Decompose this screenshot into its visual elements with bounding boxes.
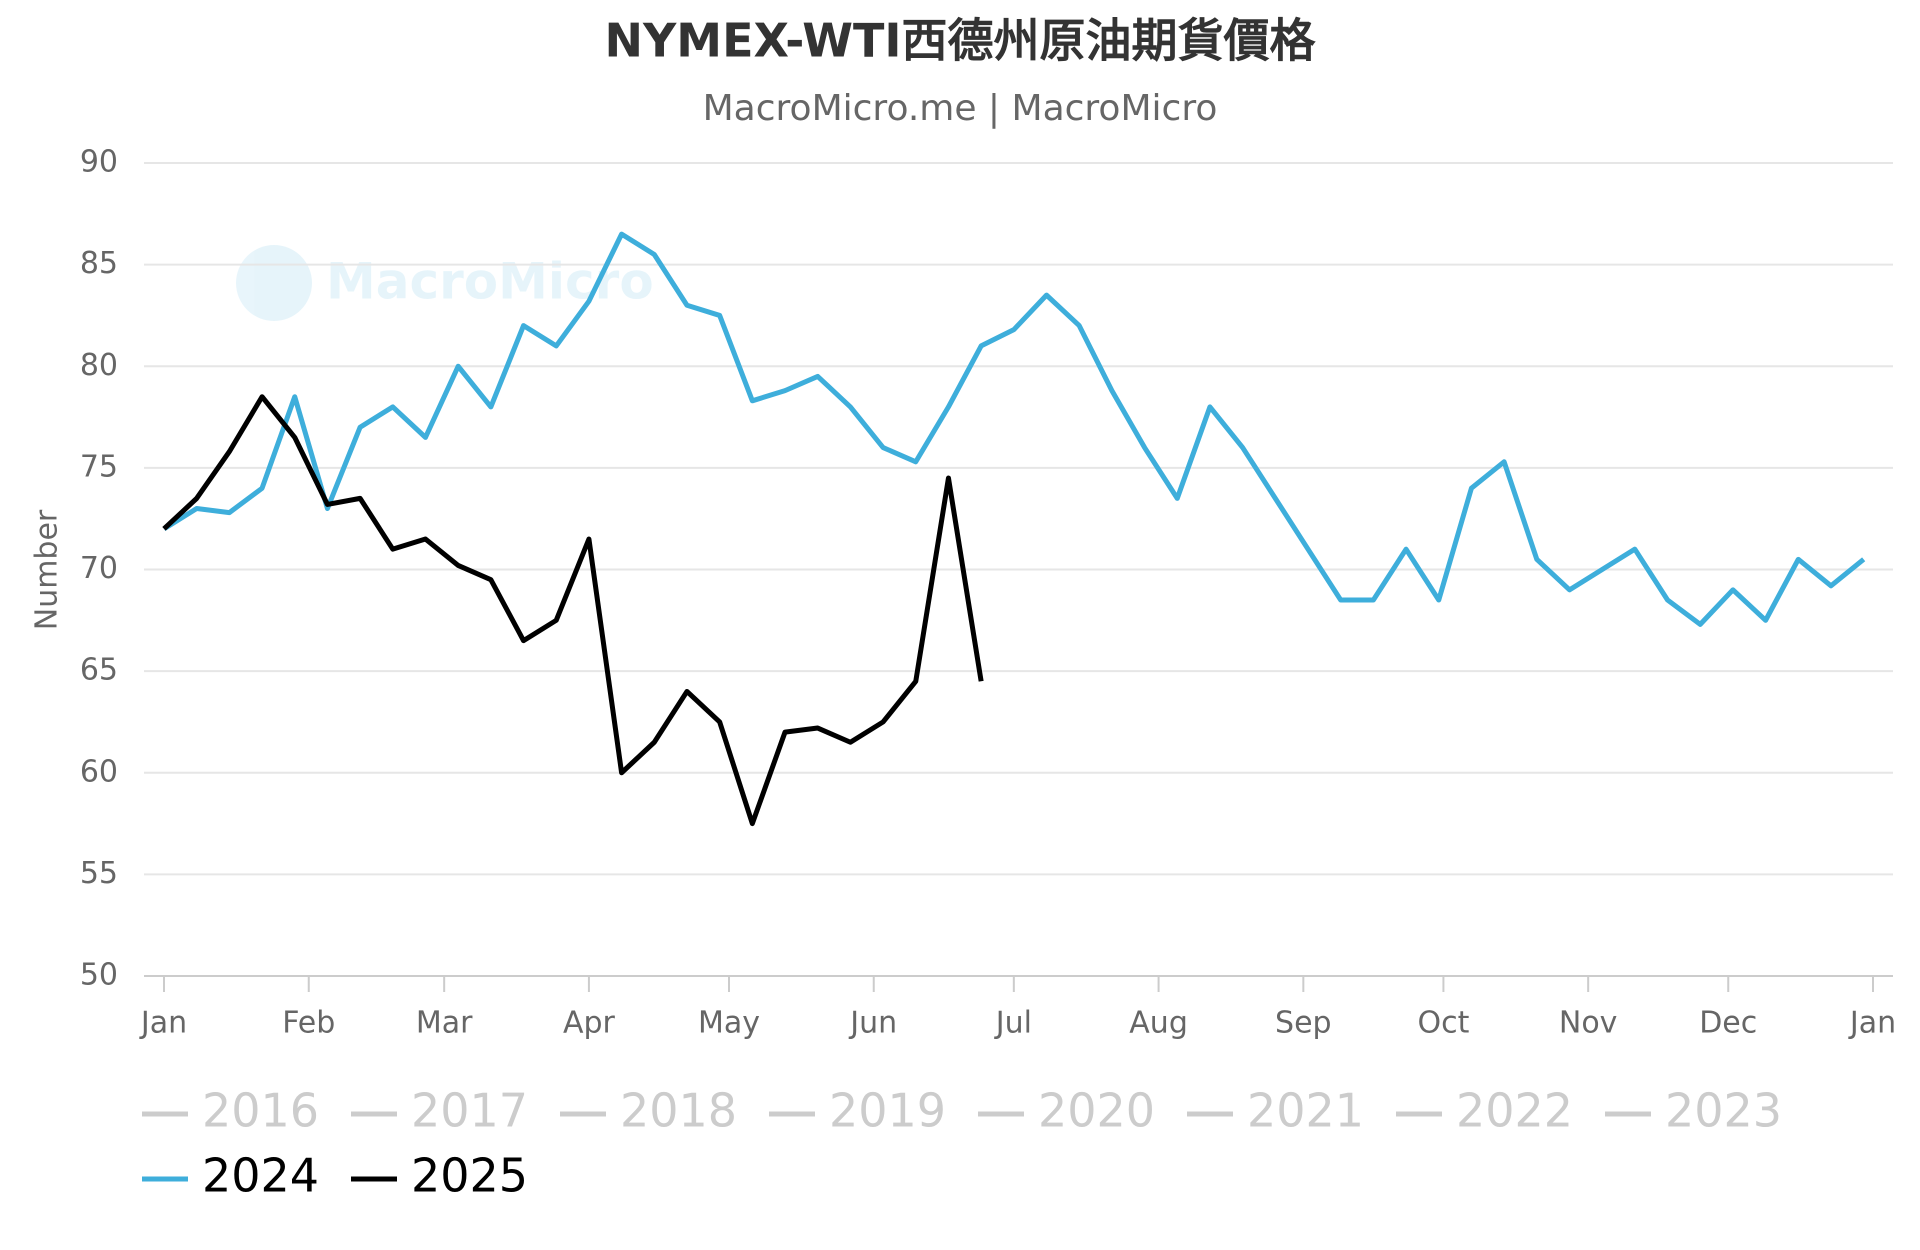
y-tick-label: 60: [80, 754, 118, 789]
series-line: [162, 394, 984, 827]
legend-label: 2023: [1665, 1084, 1782, 1138]
y-tick-label: 55: [80, 856, 118, 891]
x-tick-label: Feb: [282, 1006, 335, 1041]
x-tick-label: Nov: [1559, 1006, 1618, 1041]
legend-label: 2025: [411, 1149, 528, 1203]
y-tick-label: 80: [80, 348, 118, 383]
x-tick-label: Apr: [563, 1006, 616, 1041]
y-tick-label: 85: [80, 246, 118, 281]
x-tick-label: Jan: [1848, 1006, 1896, 1041]
legend-label: 2024: [202, 1149, 319, 1203]
watermark: MacroMicro: [236, 245, 654, 321]
x-tick-label: Oct: [1417, 1006, 1469, 1041]
legend-label: 2022: [1456, 1084, 1573, 1138]
x-tick-label: Mar: [416, 1006, 473, 1041]
watermark-logo: [236, 245, 312, 321]
y-tick-label: 90: [80, 145, 118, 180]
y-axis-label: Number: [30, 509, 65, 630]
y-tick-label: 65: [80, 653, 118, 688]
chart-subtitle: MacroMicro.me | MacroMicro: [703, 88, 1218, 129]
legend-label: 2018: [620, 1084, 737, 1138]
y-tick-label: 75: [80, 449, 118, 484]
legend-label: 2021: [1247, 1084, 1364, 1138]
chart-title: NYMEX-WTI西德州原油期貨價格: [605, 14, 1317, 68]
series-line: [162, 231, 1866, 627]
y-tick-label: 50: [80, 958, 118, 993]
x-tick-label: Jun: [848, 1006, 897, 1041]
x-tick-label: Dec: [1699, 1006, 1757, 1041]
legend-label: 2017: [411, 1084, 528, 1138]
x-tick-label: Jan: [139, 1006, 187, 1041]
x-tick-label: Sep: [1275, 1006, 1332, 1041]
legend-label: 2016: [202, 1084, 319, 1138]
legend-label: 2019: [829, 1084, 946, 1138]
x-tick-label: Jul: [994, 1006, 1032, 1041]
x-tick-label: May: [698, 1006, 760, 1041]
watermark-text: MacroMicro: [326, 253, 654, 311]
x-tick-label: Aug: [1129, 1006, 1188, 1041]
legend-label: 2020: [1038, 1084, 1155, 1138]
y-tick-label: 70: [80, 551, 118, 586]
